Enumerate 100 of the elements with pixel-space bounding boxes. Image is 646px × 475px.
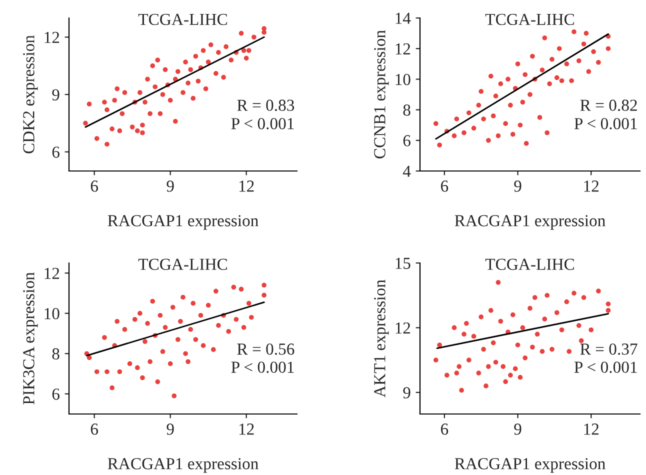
point xyxy=(214,288,218,294)
chart-title: TCGA-LIHC xyxy=(485,258,574,270)
y-tick-label: 12 xyxy=(396,43,410,54)
y-tick-label: 12 xyxy=(396,322,410,334)
point xyxy=(190,300,196,306)
point xyxy=(471,126,476,131)
y-tick-label: 12 xyxy=(44,32,60,43)
x-axis-title: RACGAP1 expression xyxy=(108,215,258,230)
point xyxy=(224,44,228,50)
y-tick-label: 8 xyxy=(52,348,60,360)
annotation: P < 0.001 xyxy=(231,118,294,130)
point xyxy=(522,72,528,78)
point xyxy=(476,102,482,108)
point xyxy=(138,90,142,95)
point xyxy=(110,126,114,132)
annotation: R = 0.83 xyxy=(237,100,294,111)
point xyxy=(120,111,125,116)
point xyxy=(176,337,180,342)
point xyxy=(226,329,232,334)
x-axis-title: RACGAP1 expression xyxy=(454,458,606,473)
point xyxy=(122,90,128,95)
point xyxy=(466,110,472,116)
point xyxy=(104,369,110,374)
point xyxy=(221,74,226,80)
x-tick-label: 6 xyxy=(90,180,98,192)
point xyxy=(262,26,266,31)
y-axis-title: CCNB1 expression xyxy=(374,30,389,158)
point xyxy=(588,327,594,332)
point xyxy=(238,30,244,36)
point xyxy=(493,360,498,365)
point xyxy=(216,323,221,328)
point xyxy=(150,298,156,304)
y-tick-label: 15 xyxy=(396,258,410,269)
point xyxy=(508,102,513,108)
x-tick-label: 6 xyxy=(440,424,448,435)
point xyxy=(464,320,469,326)
point xyxy=(168,361,173,366)
point xyxy=(190,96,196,101)
point xyxy=(547,81,552,86)
point xyxy=(186,359,190,364)
point xyxy=(214,71,218,76)
point xyxy=(564,61,570,66)
annotation: R = 0.37 xyxy=(580,344,638,355)
point xyxy=(132,316,138,322)
point xyxy=(248,314,254,320)
point xyxy=(510,312,516,318)
point xyxy=(484,384,488,388)
point xyxy=(554,75,560,80)
point xyxy=(462,130,466,136)
point xyxy=(117,369,122,374)
point xyxy=(569,78,574,84)
point xyxy=(584,30,589,36)
point xyxy=(206,60,211,64)
y-tick-label: 6 xyxy=(403,135,410,146)
point xyxy=(94,369,100,374)
point xyxy=(102,100,107,105)
point xyxy=(524,141,529,146)
point xyxy=(433,121,438,126)
point xyxy=(490,114,496,118)
point xyxy=(559,78,564,84)
point xyxy=(238,286,244,292)
point xyxy=(241,325,246,330)
point xyxy=(162,325,168,330)
point xyxy=(104,142,110,147)
point xyxy=(606,302,611,306)
annotation: P < 0.001 xyxy=(574,118,637,130)
point xyxy=(532,295,538,300)
point xyxy=(203,86,208,92)
point xyxy=(476,370,482,376)
point xyxy=(437,342,442,348)
point xyxy=(228,58,234,62)
point xyxy=(490,340,496,346)
point xyxy=(452,133,457,138)
y-tick-label: 10 xyxy=(396,74,410,86)
point xyxy=(478,89,484,94)
point xyxy=(155,58,160,62)
point xyxy=(515,61,520,66)
point xyxy=(160,92,166,97)
y-tick-label: 4 xyxy=(402,166,411,177)
point xyxy=(158,312,163,318)
point xyxy=(122,327,128,332)
point xyxy=(576,58,582,64)
point xyxy=(606,308,611,313)
point xyxy=(252,34,256,40)
point xyxy=(518,374,523,380)
point xyxy=(246,300,252,306)
point xyxy=(244,56,249,61)
point xyxy=(94,136,100,141)
point xyxy=(554,310,560,316)
point xyxy=(542,316,548,322)
point xyxy=(522,356,528,360)
x-tick-label: 9 xyxy=(514,424,522,435)
point xyxy=(152,84,158,90)
point xyxy=(493,94,498,98)
point xyxy=(130,124,135,130)
x-axis-title: RACGAP1 expression xyxy=(454,215,606,230)
point xyxy=(544,130,550,136)
point xyxy=(134,365,140,370)
y-tick-label: 12 xyxy=(44,268,60,279)
point xyxy=(506,76,510,82)
